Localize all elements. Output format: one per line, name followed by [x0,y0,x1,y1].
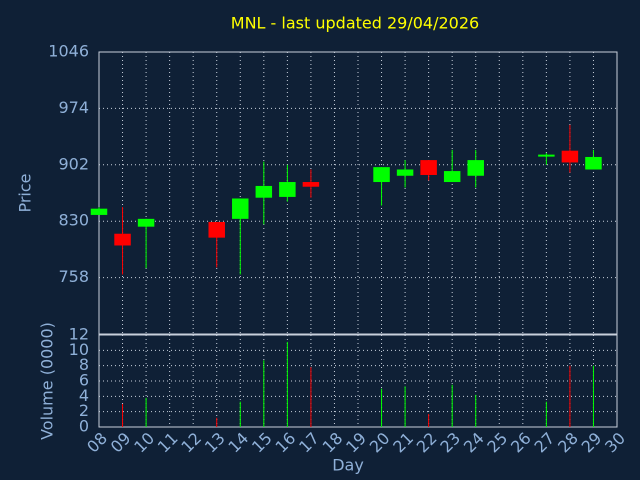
y-tick-label: 12 [69,325,89,344]
chart-title: MNL - last updated 29/04/2026 [231,14,479,33]
candle-body [90,208,108,215]
y-tick-label: 10 [69,340,89,359]
candle-body [443,171,461,183]
y-tick-label: 902 [58,154,89,173]
y-tick-label: 6 [79,371,89,390]
y-axis-label: Volume (0000) [38,322,57,440]
candle-body [114,233,131,246]
y-tick-label: 974 [58,98,89,117]
y-tick-label: 8 [79,355,89,374]
candle-body [396,169,414,176]
candle-body [302,182,320,187]
candle-body [279,182,296,197]
y-tick-label: 0 [79,417,89,436]
candle-body [420,160,437,175]
candle-body [232,198,249,219]
candle-body [538,154,555,157]
candle-body [561,150,579,163]
y-tick-label: 758 [58,267,89,286]
candle-body [373,167,390,183]
x-axis-label: Day [332,456,364,475]
candle-body [208,221,225,238]
y-tick-label: 2 [79,401,89,420]
candle-body [467,160,484,176]
y-tick-label: 1046 [48,42,89,61]
y-axis-label: Price [16,173,35,212]
candle-body [255,185,273,198]
candle-body [585,156,602,170]
candle-body [137,218,155,227]
y-tick-label: 830 [58,211,89,230]
y-tick-label: 4 [79,386,89,405]
